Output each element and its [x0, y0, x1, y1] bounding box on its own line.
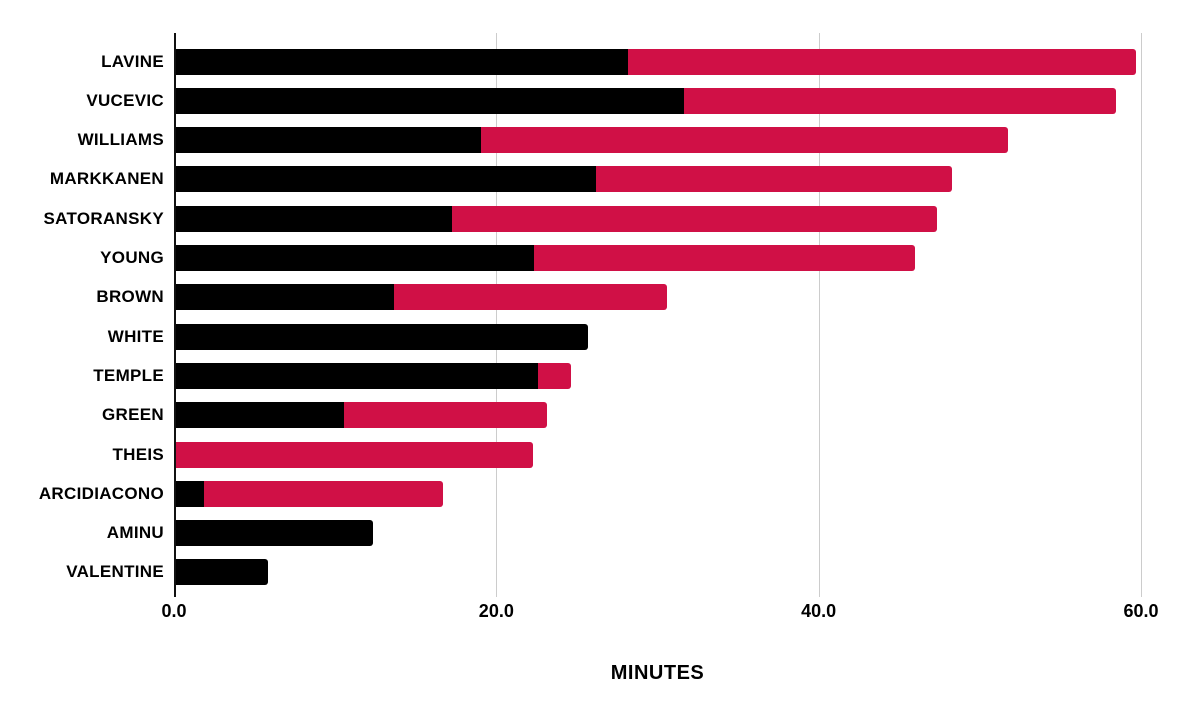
bar-segment-red: [344, 402, 548, 429]
y-axis-label: THEIS: [112, 444, 164, 464]
gridline: [496, 33, 498, 597]
bar-row: [175, 166, 952, 193]
bar-segment-red: [537, 362, 572, 389]
bar-segment-red: [452, 205, 938, 232]
bar-segment-red: [394, 284, 667, 311]
bar-row: [175, 520, 374, 547]
bar-segment-black: [175, 323, 588, 350]
bar-segment-red: [627, 48, 1136, 75]
gridline: [818, 33, 820, 597]
bar-row: [175, 245, 915, 271]
bar-segment-black: [175, 284, 395, 311]
bar-segment-red: [204, 480, 443, 507]
bar-segment-red: [684, 87, 1117, 114]
bar-segment-black: [175, 127, 482, 154]
bar-segment-red: [175, 441, 533, 468]
bar-segment-red: [481, 127, 1009, 154]
y-axis-label: MARKKANEN: [49, 169, 164, 189]
bar-segment-black: [175, 480, 204, 507]
bar-segment-red: [534, 245, 915, 271]
y-axis-label: LAVINE: [101, 51, 164, 71]
bar-row: [175, 362, 572, 389]
bar-row: [175, 559, 269, 586]
x-tick-label: 20.0: [478, 601, 514, 621]
y-axis-label: BROWN: [96, 287, 164, 307]
y-axis-labels: LAVINE VUCEVIC WILLIAMS MARKKANEN SATORANSKY…: [0, 33, 164, 597]
bar-segment-black: [175, 362, 538, 389]
bar-segment-black: [175, 402, 345, 429]
bar-segment-black: [175, 559, 269, 586]
x-axis-tick-labels: 0.0 20.0 40.0 60.0: [0, 601, 1177, 623]
y-axis-label: GREEN: [102, 405, 164, 425]
x-tick-label: 60.0: [1123, 601, 1159, 621]
bar-row: [175, 480, 443, 507]
bar-segment-black: [175, 205, 453, 232]
y-axis-label: TEMPLE: [93, 365, 164, 385]
y-axis-label: AMINU: [106, 523, 164, 543]
y-axis-label: SATORANSKY: [43, 208, 164, 228]
gridline: [1141, 33, 1142, 597]
y-axis-label: VUCEVIC: [86, 90, 164, 110]
x-axis-title: MINUTES: [610, 662, 705, 684]
bar-segment-red: [595, 166, 952, 193]
bar-row: [175, 402, 548, 429]
bar-segment-black: [175, 245, 535, 271]
bar-segment-black: [175, 520, 374, 547]
y-axis-label: WILLIAMS: [77, 130, 164, 150]
bar-row: [175, 48, 1136, 75]
bar-segment-black: [175, 87, 685, 114]
bar-row: [175, 284, 667, 311]
plot-area: [174, 33, 1142, 597]
x-tick-label: 40.0: [801, 601, 837, 621]
y-axis-label: YOUNG: [100, 248, 164, 267]
bar-row: [175, 127, 1009, 154]
bar-segment-black: [175, 166, 596, 193]
bar-row: [175, 323, 588, 350]
x-tick-label: 0.0: [161, 601, 187, 621]
bar-segment-black: [175, 48, 628, 75]
bar-row: [175, 87, 1117, 114]
y-axis-line: [174, 33, 176, 597]
y-axis-label: VALENTINE: [66, 562, 164, 582]
y-axis-label: WHITE: [107, 326, 164, 346]
bar-row: [175, 441, 533, 468]
y-axis-label: ARCIDIACONO: [38, 483, 164, 503]
bar-row: [175, 205, 938, 232]
